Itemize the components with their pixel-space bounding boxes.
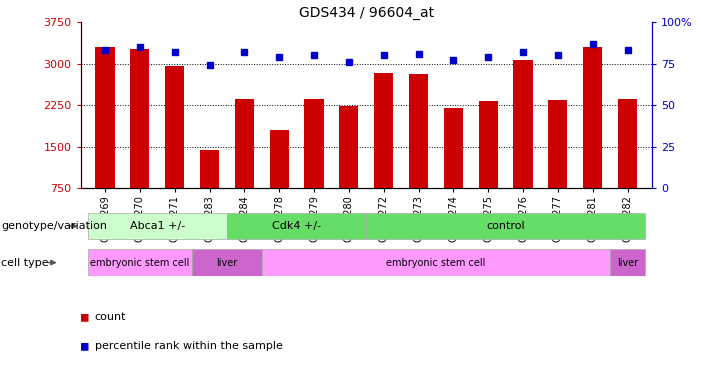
Bar <box>235 99 254 188</box>
Bar <box>165 66 184 188</box>
Text: embryonic stem cell: embryonic stem cell <box>386 258 486 268</box>
Bar <box>513 60 533 188</box>
Text: percentile rank within the sample: percentile rank within the sample <box>95 341 283 351</box>
Bar <box>367 213 645 239</box>
Bar <box>339 106 358 188</box>
Text: genotype/variation: genotype/variation <box>1 221 107 231</box>
Bar <box>95 48 114 188</box>
Bar <box>583 48 602 188</box>
Bar <box>304 99 324 188</box>
Bar <box>261 250 610 276</box>
Text: cell type: cell type <box>1 258 49 268</box>
Bar <box>192 250 261 276</box>
Bar <box>409 74 428 188</box>
Text: count: count <box>95 311 126 322</box>
Bar <box>548 100 567 188</box>
Bar <box>374 73 393 188</box>
Bar <box>618 99 637 188</box>
Bar <box>270 130 289 188</box>
Bar <box>479 101 498 188</box>
Title: GDS434 / 96604_at: GDS434 / 96604_at <box>299 5 434 19</box>
Bar <box>130 49 149 188</box>
Text: ■: ■ <box>81 339 88 352</box>
Bar <box>88 250 192 276</box>
Bar <box>227 213 367 239</box>
Text: control: control <box>486 221 525 231</box>
Text: liver: liver <box>217 258 238 268</box>
Text: ■: ■ <box>81 310 88 323</box>
Text: Cdk4 +/-: Cdk4 +/- <box>272 221 321 231</box>
Text: liver: liver <box>617 258 638 268</box>
Bar <box>610 250 645 276</box>
Bar <box>444 108 463 188</box>
Text: embryonic stem cell: embryonic stem cell <box>90 258 189 268</box>
Bar <box>200 150 219 188</box>
Bar <box>88 213 227 239</box>
Text: Abca1 +/-: Abca1 +/- <box>130 221 185 231</box>
